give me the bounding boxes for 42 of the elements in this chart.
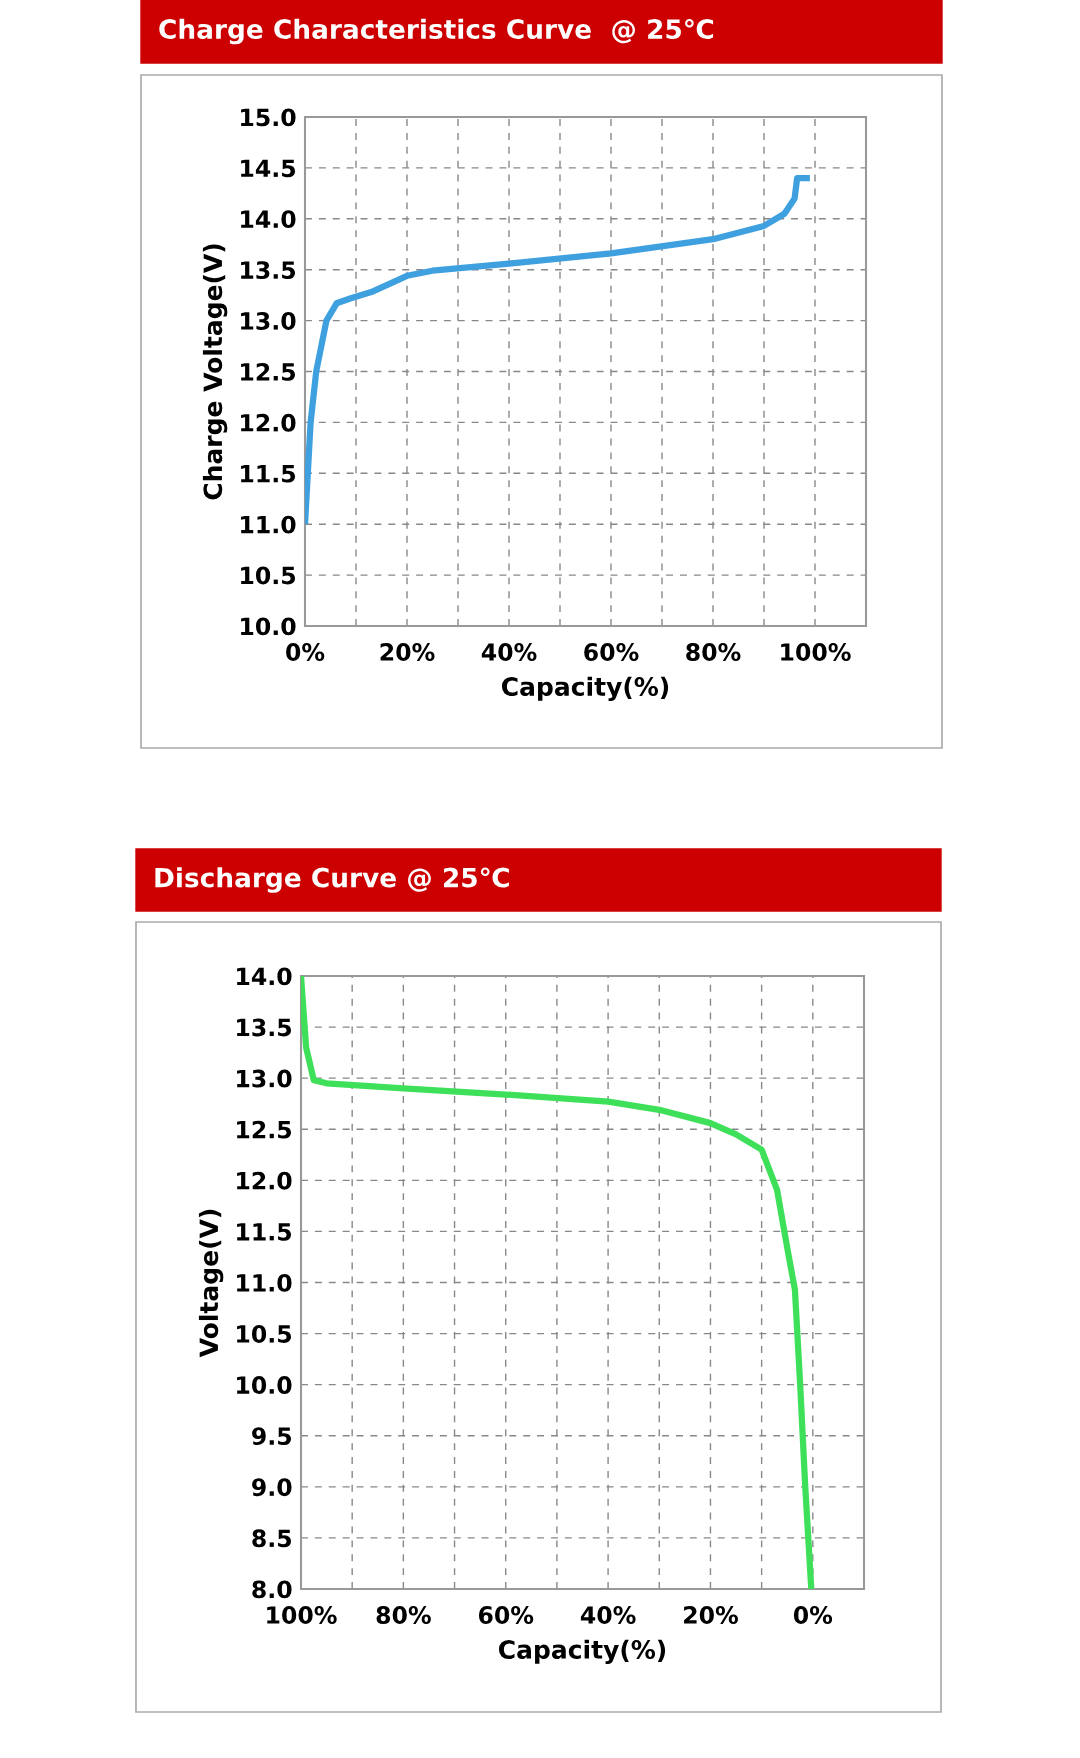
chart-title: Discharge Curve @ 25℃ [155, 867, 509, 893]
y-tick-label: 9.5 [252, 1427, 292, 1446]
x-tick-label: 80% [686, 643, 741, 661]
y-tick-label: 11.0 [237, 1273, 292, 1292]
y-tick-label: 13.0 [237, 1069, 292, 1088]
y-tick-label: 13.5 [241, 261, 296, 280]
x-axis-title: Capacity(%) [501, 676, 669, 702]
y-tick-label: 8.5 [252, 1529, 292, 1548]
chart-title: Charge Characteristics Curve @ 25℃ [159, 18, 714, 45]
y-tick-label: 8.0 [252, 1580, 292, 1599]
x-axis-title: Capacity(%) [498, 1639, 666, 1665]
y-tick-label: 12.5 [241, 362, 296, 381]
x-tick-label: 100% [267, 1606, 337, 1624]
x-tick-label: 40% [580, 1606, 636, 1624]
y-tick-label: 9.0 [252, 1478, 292, 1497]
x-tick-label: 20% [684, 1606, 738, 1624]
y-tick-label: 10.5 [237, 1325, 292, 1343]
y-tick-label: 11.5 [237, 1223, 292, 1241]
y-axis-title: Charge Voltage(V) [202, 244, 228, 500]
y-axis-title: Voltage(V) [198, 1209, 224, 1358]
y-tick-label: 10.0 [241, 617, 296, 636]
y-tick-label: 14.0 [237, 967, 292, 986]
y-tick-label: 11.0 [241, 515, 296, 534]
y-tick-label: 13.0 [241, 312, 296, 330]
x-tick-label: 60% [584, 643, 639, 661]
y-tick-label: 15.0 [241, 108, 296, 127]
x-tick-label: 60% [478, 1606, 534, 1624]
x-tick-label: 80% [376, 1606, 431, 1624]
x-tick-label: 20% [380, 643, 435, 661]
y-tick-label: 12.0 [241, 413, 296, 432]
x-tick-label: 100% [781, 643, 851, 661]
y-tick-label: 13.5 [237, 1018, 292, 1037]
x-tick-label: 0% [286, 643, 325, 661]
y-tick-label: 12.0 [237, 1171, 292, 1190]
y-tick-label: 10.5 [241, 566, 296, 585]
y-tick-label: 14.5 [241, 159, 296, 178]
y-tick-label: 14.0 [241, 210, 296, 229]
y-tick-label: 11.5 [241, 465, 296, 483]
x-tick-label: 40% [481, 643, 537, 661]
y-tick-label: 12.5 [237, 1120, 292, 1139]
x-tick-label: 0% [793, 1606, 833, 1624]
y-tick-label: 10.0 [237, 1376, 292, 1394]
